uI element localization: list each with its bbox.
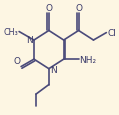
Text: Cl: Cl	[107, 29, 116, 38]
Text: O: O	[75, 4, 82, 13]
Text: CH₃: CH₃	[3, 28, 18, 37]
Text: N: N	[50, 65, 57, 74]
Text: N: N	[26, 36, 33, 45]
Text: NH₂: NH₂	[80, 55, 97, 64]
Text: O: O	[45, 4, 52, 13]
Text: O: O	[13, 57, 20, 66]
